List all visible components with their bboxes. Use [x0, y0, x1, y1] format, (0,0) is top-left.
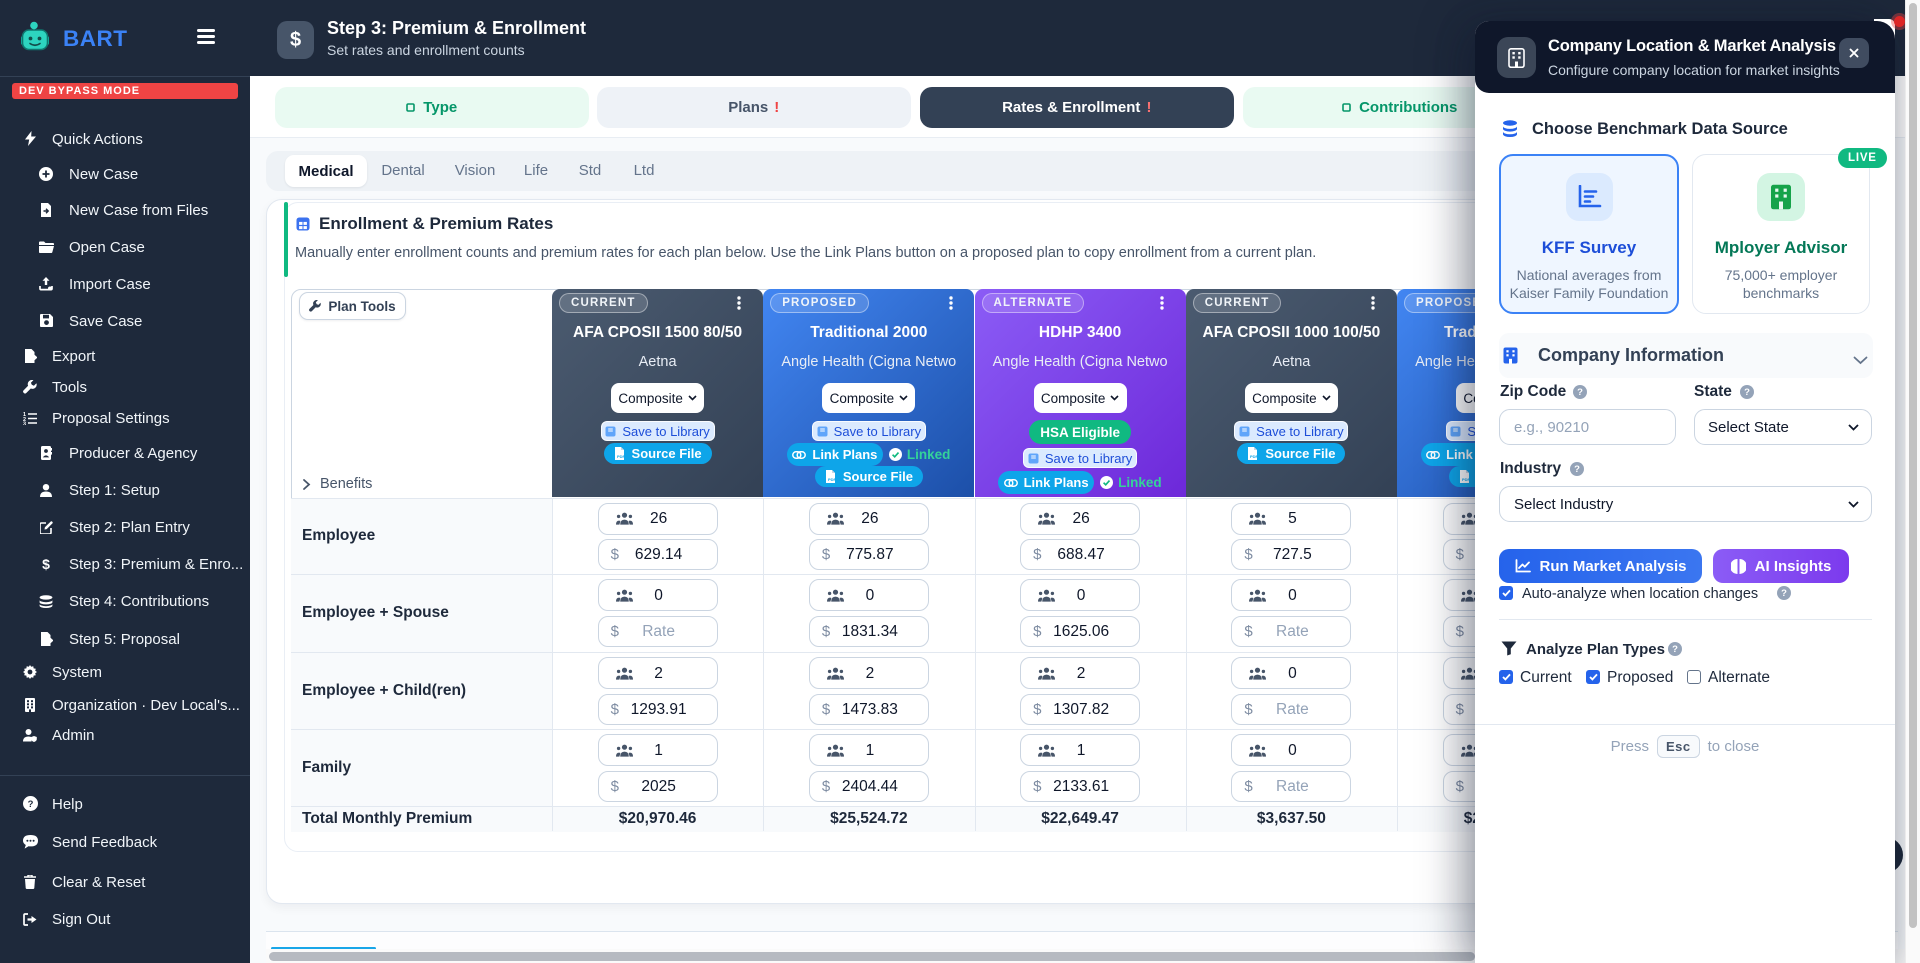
- svg-text:PDF: PDF: [828, 477, 836, 482]
- svg-text:2: 2: [23, 417, 26, 423]
- svg-text:PDF: PDF: [617, 454, 625, 459]
- svg-text:3: 3: [23, 421, 26, 424]
- svg-text:PDF: PDF: [1250, 454, 1258, 459]
- svg-text:1: 1: [23, 412, 26, 418]
- svg-text:PDF: PDF: [1462, 477, 1470, 482]
- svg-text:?: ?: [27, 799, 33, 810]
